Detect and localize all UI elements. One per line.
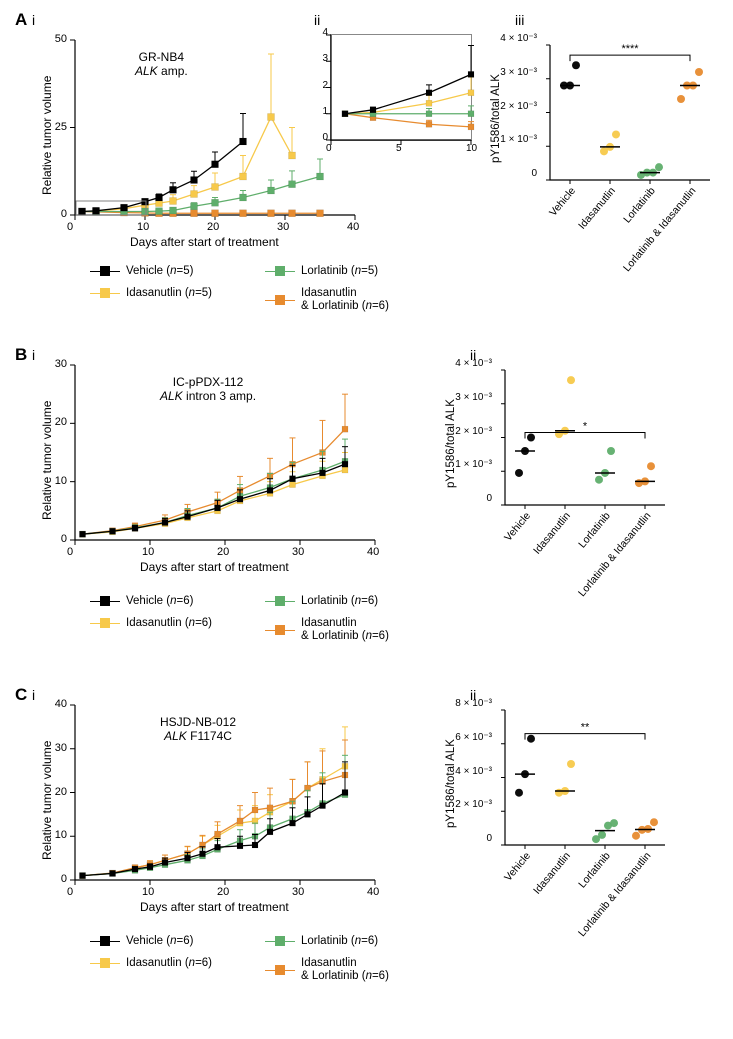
ytick-label: 2 <box>316 80 328 91</box>
xtick-label: Idasanutlin <box>531 850 573 897</box>
y-axis-label: pY1586/total ALK <box>490 74 502 163</box>
x-axis-label: Days after start of treatment <box>140 900 289 914</box>
svg-text:**: ** <box>581 722 590 734</box>
svg-text:*: * <box>583 420 588 432</box>
panel-tag: B <box>15 345 27 365</box>
y-axis-label: Relative tumor volume <box>40 401 54 520</box>
legend-item: Idasanutlin& Lorlatinib (n=6) <box>265 287 389 313</box>
panel-tag: C <box>15 685 27 705</box>
tumor-volume-plot <box>75 40 355 215</box>
xtick-label: Lorlatinib & Idasanutlin <box>621 185 698 274</box>
legend-item: Vehicle (n=6) <box>90 595 193 607</box>
legend-item: Lorlatinib (n=5) <box>265 265 378 277</box>
legend-item: Lorlatinib (n=6) <box>265 935 378 947</box>
xtick-label: 0 <box>67 886 73 898</box>
legend-item: Idasanutlin (n=6) <box>90 617 212 629</box>
ytick-label: 0 <box>437 833 492 844</box>
ytick-label: 0 <box>37 873 67 885</box>
ytick-label: 3 <box>316 53 328 64</box>
ytick-label: 4 × 10⁻³ <box>437 358 492 369</box>
ytick-label: 4 <box>316 27 328 38</box>
xtick-label: 10 <box>142 886 154 898</box>
xtick-label: 20 <box>217 886 229 898</box>
xtick-label: 30 <box>292 546 304 558</box>
ytick-label: 40 <box>37 698 67 710</box>
xtick-label: Idasanutlin <box>576 185 618 232</box>
legend-item: Idasanutlin& Lorlatinib (n=6) <box>265 617 389 643</box>
sub-tag: ii <box>314 12 320 28</box>
plot-title: HSJD-NB-012ALK F1174C <box>160 715 236 743</box>
sub-tag: i <box>32 347 35 363</box>
ytick-label: 0 <box>316 132 328 143</box>
xtick-label: 30 <box>292 886 304 898</box>
xtick-label: Lorlatinib & Idasanutlin <box>576 850 653 939</box>
scatter-plot: **** <box>545 40 705 175</box>
xtick-label: Idasanutlin <box>531 510 573 557</box>
sub-tag: i <box>32 12 35 28</box>
xtick-label: 30 <box>277 221 289 233</box>
xtick-label: Lorlatinib <box>577 510 614 550</box>
xtick-label: 40 <box>367 886 379 898</box>
x-axis-label: Days after start of treatment <box>140 560 289 574</box>
xtick-label: Lorlatinib <box>622 185 659 225</box>
plot-title: GR-NB4ALK amp. <box>135 50 188 78</box>
scatter-plot: ** <box>500 705 660 840</box>
xtick-label: 20 <box>207 221 219 233</box>
svg-text:****: **** <box>621 43 639 55</box>
ytick-label: 8 × 10⁻³ <box>437 698 492 709</box>
y-axis-label: pY1586/total ALK <box>445 399 457 488</box>
sub-tag: iii <box>515 12 524 28</box>
xtick-label: 10 <box>466 143 477 154</box>
sub-tag: i <box>32 687 35 703</box>
legend-item: Vehicle (n=5) <box>90 265 193 277</box>
ytick-label: 0 <box>482 168 537 179</box>
x-axis-label: Days after start of treatment <box>130 235 279 249</box>
xtick-label: 5 <box>396 143 402 154</box>
figure-root: Ai01020304002550Relative tumor volumeDay… <box>0 0 733 1039</box>
xtick-label: Vehicle <box>502 510 533 544</box>
ytick-label: 50 <box>37 33 67 45</box>
ytick-label: 1 <box>316 106 328 117</box>
xtick-label: 0 <box>326 143 332 154</box>
xtick-label: Lorlatinib & Idasanutlin <box>576 510 653 599</box>
legend-item: Idasanutlin (n=6) <box>90 957 212 969</box>
ytick-label: 30 <box>37 358 67 370</box>
ytick-label: 0 <box>37 533 67 545</box>
y-axis-label: Relative tumor volume <box>40 741 54 860</box>
legend-item: Idasanutlin (n=5) <box>90 287 212 299</box>
xtick-label: Vehicle <box>502 850 533 884</box>
xtick-label: 10 <box>142 546 154 558</box>
ytick-label: 0 <box>437 493 492 504</box>
legend-item: Vehicle (n=6) <box>90 935 193 947</box>
xtick-label: 40 <box>367 546 379 558</box>
xtick-label: 0 <box>67 546 73 558</box>
inset-plot <box>330 34 472 141</box>
plot-title: IC-pPDX-112ALK intron 3 amp. <box>160 375 256 403</box>
xtick-label: Vehicle <box>547 185 578 219</box>
legend-item: Idasanutlin& Lorlatinib (n=6) <box>265 957 389 983</box>
xtick-label: 10 <box>137 221 149 233</box>
legend-item: Lorlatinib (n=6) <box>265 595 378 607</box>
panel-tag: A <box>15 10 27 30</box>
ytick-label: 4 × 10⁻³ <box>482 33 537 44</box>
xtick-label: Lorlatinib <box>577 850 614 890</box>
xtick-label: 0 <box>67 221 73 233</box>
y-axis-label: Relative tumor volume <box>40 76 54 195</box>
scatter-plot: * <box>500 365 660 500</box>
ytick-label: 0 <box>37 208 67 220</box>
xtick-label: 40 <box>347 221 359 233</box>
y-axis-label: pY1586/total ALK <box>445 739 457 828</box>
xtick-label: 20 <box>217 546 229 558</box>
